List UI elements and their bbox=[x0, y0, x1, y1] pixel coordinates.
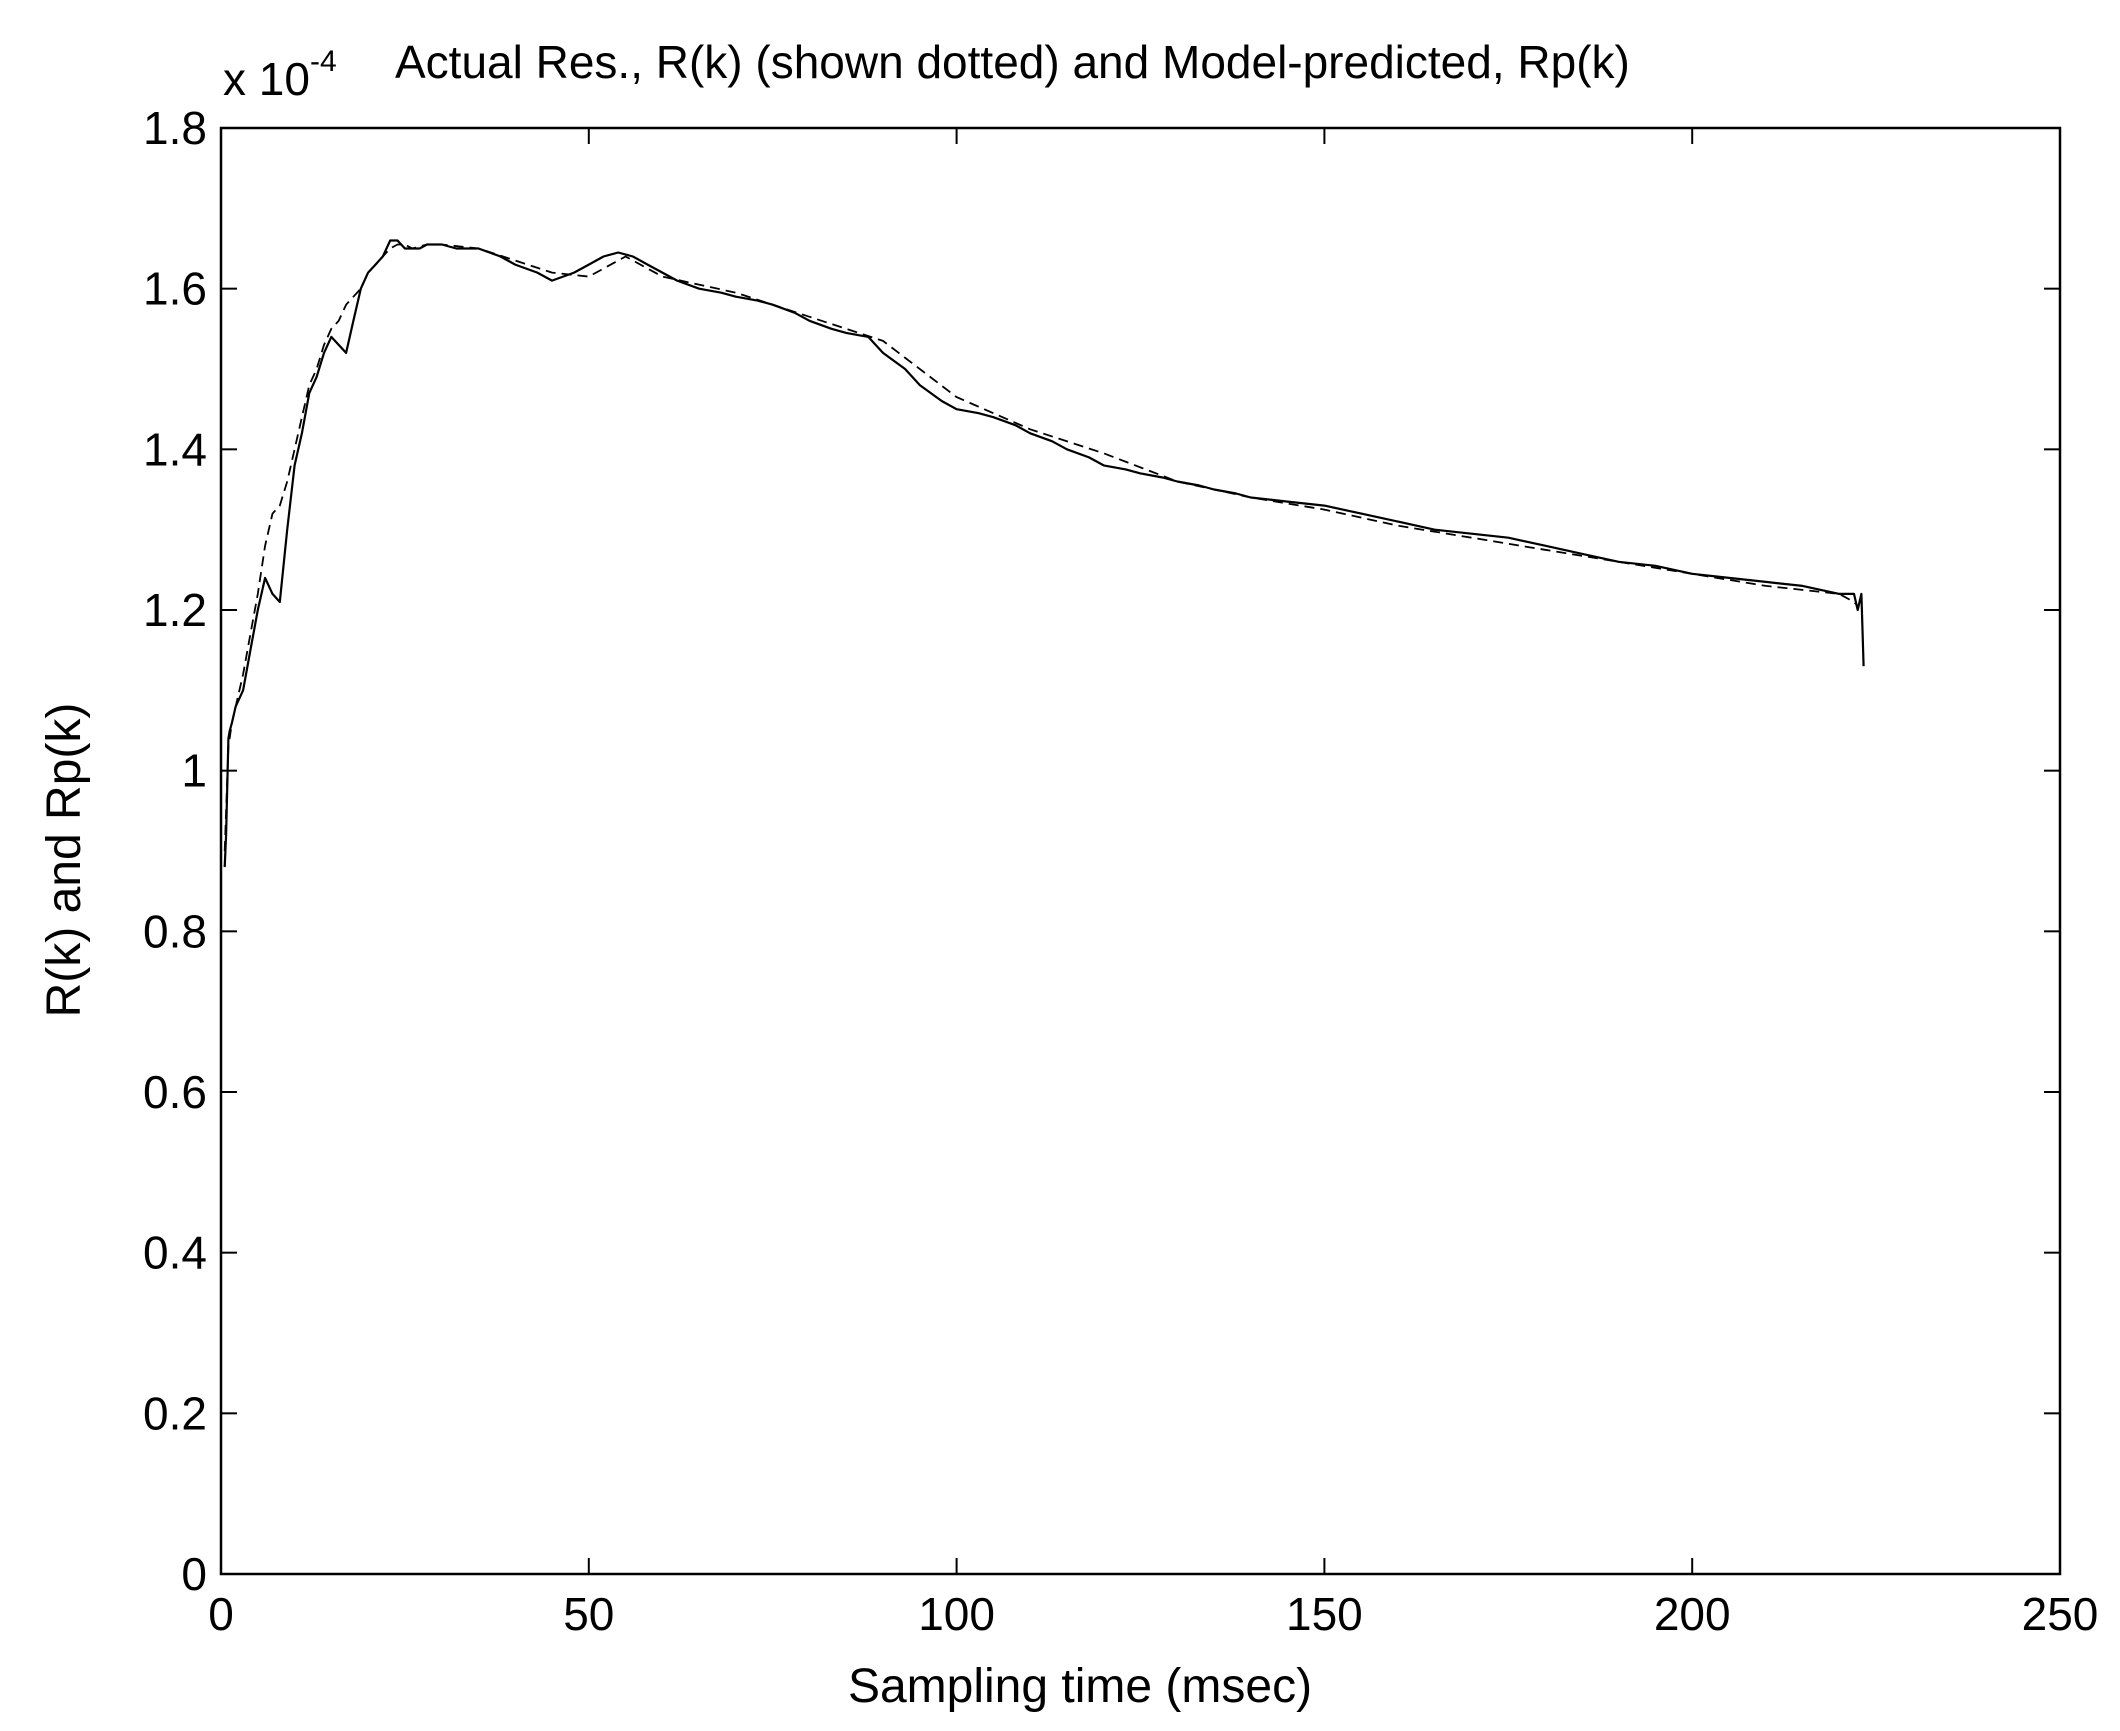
y-axis-ticks: 0 0.2 0.4 0.6 0.8 1 1.2 1.4 1.6 1.8 bbox=[143, 102, 2060, 1600]
y-tick-label: 1.2 bbox=[143, 584, 207, 636]
x-tick-label: 200 bbox=[1654, 1588, 1731, 1640]
series-layer bbox=[223, 239, 1865, 868]
y-tick-label: 0.4 bbox=[143, 1227, 207, 1279]
x-tick-label: 100 bbox=[918, 1588, 995, 1640]
y-tick-label: 0 bbox=[181, 1548, 207, 1600]
y-tick-label: 0.8 bbox=[143, 905, 207, 957]
y-axis-label: R(k) and Rp(k) bbox=[38, 703, 91, 1018]
y-tick-label: 1.4 bbox=[143, 423, 207, 475]
chart-title: Actual Res., R(k) (shown dotted) and Mod… bbox=[395, 36, 1630, 88]
plot-area bbox=[219, 126, 2062, 1576]
x-axis-ticks: 0 50 100 150 200 250 bbox=[208, 128, 2098, 1640]
y-multiplier-base: x 10 bbox=[223, 53, 310, 105]
y-tick-label: 0.6 bbox=[143, 1066, 207, 1118]
x-tick-label: 150 bbox=[1286, 1588, 1363, 1640]
y-tick-label: 1.6 bbox=[143, 263, 207, 315]
x-tick-label: 0 bbox=[208, 1588, 234, 1640]
x-tick-label: 50 bbox=[563, 1588, 614, 1640]
y-axis-multiplier: x 10-4 bbox=[223, 45, 337, 105]
y-multiplier-exponent: -4 bbox=[310, 45, 337, 78]
y-tick-label: 1 bbox=[181, 745, 207, 797]
x-axis-label: Sampling time (msec) bbox=[848, 1660, 1312, 1713]
series-line-dotted bbox=[223, 243, 1859, 852]
y-tick-label: 1.8 bbox=[143, 102, 207, 154]
x-tick-label: 250 bbox=[2022, 1588, 2099, 1640]
y-tick-label: 0.2 bbox=[143, 1387, 207, 1439]
axes-box bbox=[219, 126, 2062, 1576]
series-line-solid bbox=[223, 239, 1865, 868]
